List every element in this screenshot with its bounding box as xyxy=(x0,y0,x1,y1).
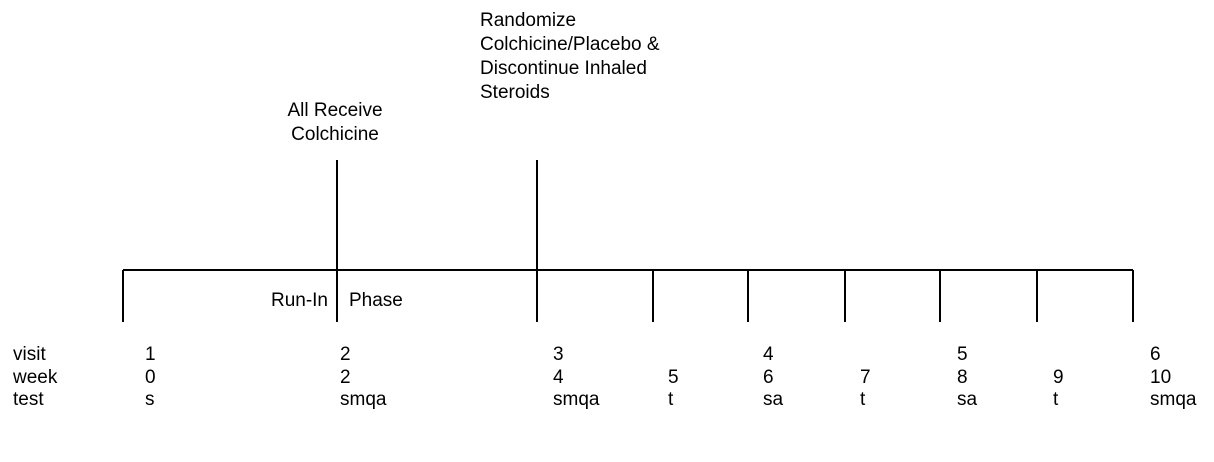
week-cell: 0 xyxy=(145,367,156,388)
row-label: week xyxy=(12,367,58,388)
test-cell: t xyxy=(668,389,674,410)
week-cell: 7 xyxy=(860,367,871,388)
visit-cell: 4 xyxy=(763,344,774,365)
visit-cell: 3 xyxy=(553,344,564,365)
week-cell: 10 xyxy=(1150,367,1171,388)
week-cell: 5 xyxy=(668,367,679,388)
row-label: visit xyxy=(13,344,46,365)
test-cell: t xyxy=(1053,389,1059,410)
test-cell: smqa xyxy=(340,389,387,410)
visit-cell: 2 xyxy=(340,344,351,365)
visit-cell: 5 xyxy=(957,344,968,365)
test-cell: s xyxy=(145,389,155,410)
annotation-line: All Receive xyxy=(287,100,382,121)
visit-cell: 6 xyxy=(1150,344,1161,365)
test-cell: smqa xyxy=(1150,389,1197,410)
row-label: test xyxy=(13,389,44,410)
week-cell: 6 xyxy=(763,367,774,388)
test-cell: sa xyxy=(763,389,784,410)
week-cell: 4 xyxy=(553,367,564,388)
week-cell: 2 xyxy=(340,367,351,388)
week-cell: 8 xyxy=(957,367,968,388)
annotation-line: Randomize xyxy=(480,10,576,31)
phase-label: Run-In xyxy=(271,290,328,311)
test-cell: sa xyxy=(957,389,978,410)
annotation-line: Colchicine xyxy=(291,124,379,145)
annotation-line: Discontinue Inhaled xyxy=(480,58,647,79)
annotation-line: Steroids xyxy=(480,82,550,103)
test-cell: smqa xyxy=(553,389,600,410)
week-cell: 9 xyxy=(1053,367,1064,388)
annotation-line: Colchicine/Placebo & xyxy=(480,34,660,55)
visit-cell: 1 xyxy=(145,344,156,365)
test-cell: t xyxy=(860,389,866,410)
phase-label: Phase xyxy=(349,290,403,311)
